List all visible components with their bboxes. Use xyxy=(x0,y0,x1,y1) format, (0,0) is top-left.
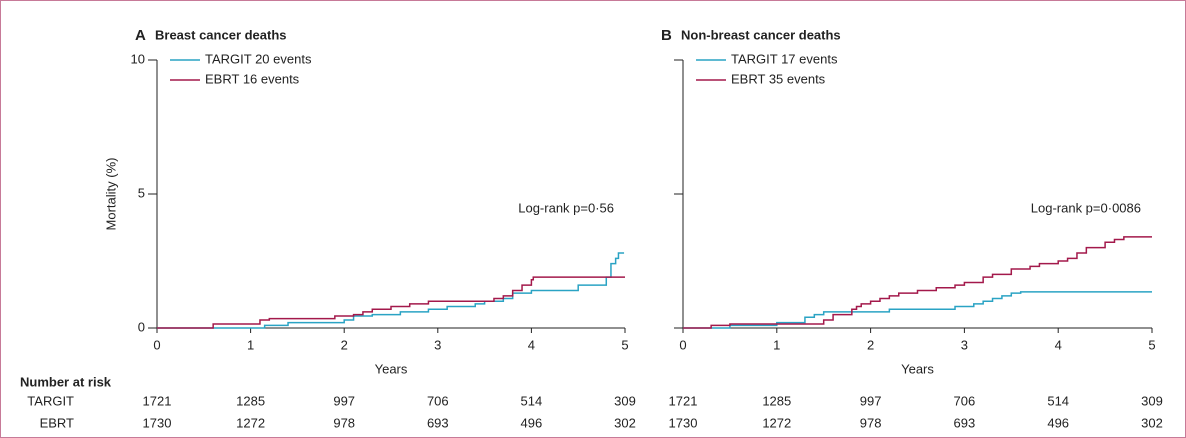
at-risk-value: 302 xyxy=(1141,415,1163,430)
legend-label: TARGIT 20 events xyxy=(205,51,312,66)
x-tick-label: 2 xyxy=(867,337,874,352)
survival-curve xyxy=(683,291,1152,329)
x-tick-label: 0 xyxy=(679,337,686,352)
at-risk-title: Number at risk xyxy=(20,374,112,389)
at-risk-value: 706 xyxy=(427,393,449,408)
panel-title: Breast cancer deaths xyxy=(155,27,287,42)
survival-curve xyxy=(683,236,1152,329)
at-risk-value: 997 xyxy=(860,393,882,408)
x-tick-label: 4 xyxy=(528,337,535,352)
at-risk-value: 1730 xyxy=(669,415,698,430)
y-tick-label: 0 xyxy=(138,319,145,334)
at-risk-row-label: TARGIT xyxy=(27,393,74,408)
y-axis-label: Mortality (%) xyxy=(103,158,118,231)
y-tick-label: 10 xyxy=(131,51,145,66)
panel-letter: A xyxy=(135,27,146,44)
at-risk-value: 514 xyxy=(521,393,543,408)
x-tick-label: 5 xyxy=(1148,337,1155,352)
at-risk-value: 514 xyxy=(1047,393,1069,408)
at-risk-value: 1721 xyxy=(669,393,698,408)
at-risk-value: 1285 xyxy=(236,393,265,408)
at-risk-value: 1721 xyxy=(143,393,172,408)
at-risk-row-label: EBRT xyxy=(40,415,74,430)
x-axis-label: Years xyxy=(375,361,408,376)
y-tick-label: 5 xyxy=(138,185,145,200)
at-risk-value: 706 xyxy=(954,393,976,408)
at-risk-value: 978 xyxy=(333,415,355,430)
x-tick-label: 1 xyxy=(247,337,254,352)
annotation: Log-rank p=0·0086 xyxy=(1031,200,1141,215)
at-risk-value: 1272 xyxy=(236,415,265,430)
panel-letter: B xyxy=(661,27,672,44)
at-risk-value: 693 xyxy=(954,415,976,430)
x-tick-label: 2 xyxy=(341,337,348,352)
legend-label: EBRT 16 events xyxy=(205,71,300,86)
at-risk-value: 693 xyxy=(427,415,449,430)
at-risk-value: 496 xyxy=(1047,415,1069,430)
x-tick-label: 0 xyxy=(153,337,160,352)
at-risk-value: 1285 xyxy=(762,393,791,408)
legend-label: EBRT 35 events xyxy=(731,71,826,86)
x-tick-label: 4 xyxy=(1055,337,1062,352)
legend-label: TARGIT 17 events xyxy=(731,51,838,66)
x-tick-label: 1 xyxy=(773,337,780,352)
panel-title: Non-breast cancer deaths xyxy=(681,27,841,42)
at-risk-value: 1272 xyxy=(762,415,791,430)
at-risk-value: 496 xyxy=(521,415,543,430)
at-risk-value: 302 xyxy=(614,415,636,430)
x-tick-label: 3 xyxy=(434,337,441,352)
survival-curve xyxy=(157,252,625,329)
at-risk-value: 309 xyxy=(1141,393,1163,408)
at-risk-value: 997 xyxy=(333,393,355,408)
x-tick-label: 3 xyxy=(961,337,968,352)
at-risk-value: 309 xyxy=(614,393,636,408)
x-axis-label: Years xyxy=(901,361,934,376)
x-tick-label: 5 xyxy=(621,337,628,352)
annotation: Log-rank p=0·56 xyxy=(518,200,614,215)
at-risk-value: 1730 xyxy=(143,415,172,430)
at-risk-value: 978 xyxy=(860,415,882,430)
survival-curve xyxy=(157,276,625,329)
